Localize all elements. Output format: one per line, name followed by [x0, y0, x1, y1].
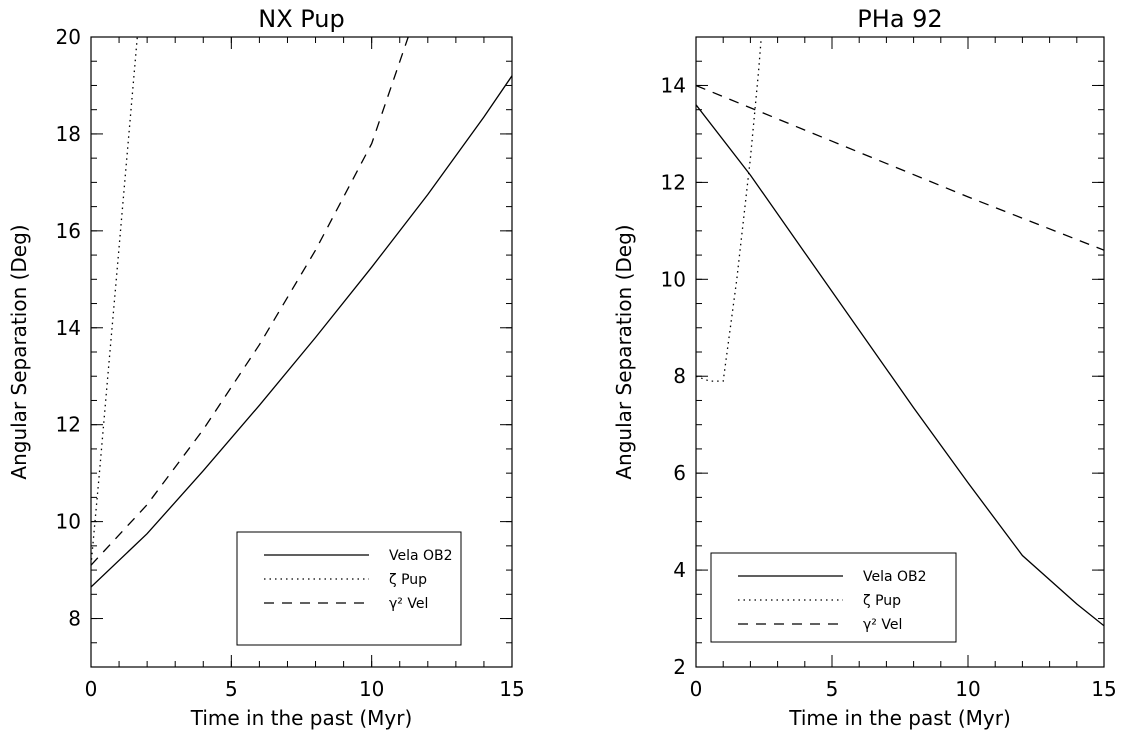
x-axis-label: Time in the past (Myr) — [190, 706, 413, 730]
legend-label: Vela OB2 — [863, 569, 927, 585]
y-tick-label: 16 — [56, 219, 81, 243]
series-line-dotted — [91, 37, 138, 566]
legend-box — [236, 531, 462, 646]
y-tick-label: 8 — [673, 364, 686, 388]
series-line-solid — [91, 75, 512, 588]
legend: Vela OB2 ζ Pup γ² Vel — [710, 552, 957, 643]
x-tick-label: 5 — [826, 677, 839, 701]
legend: Vela OB2 ζ Pup γ² Vel — [236, 531, 462, 646]
y-tick-label: 10 — [661, 267, 686, 291]
y-tick-label: 6 — [673, 461, 686, 485]
chart-panel-2: 0 5 10 15 2 4 6 8 10 12 14 PHa 92 Time in the past (… — [612, 5, 1117, 730]
legend-label: γ² Vel — [389, 596, 428, 612]
x-tick-label: 15 — [1091, 677, 1116, 701]
y-tick-label: 8 — [68, 607, 81, 631]
legend-label: ζ Pup — [863, 593, 901, 609]
legend-label: ζ Pup — [389, 572, 427, 588]
x-tick-label: 10 — [955, 677, 980, 701]
series-line-dashed — [91, 37, 409, 566]
y-tick-label: 14 — [661, 73, 686, 97]
x-axis-label: Time in the past (Myr) — [788, 706, 1011, 730]
y-tick-label: 2 — [673, 655, 686, 679]
chart-title: NX Pup — [258, 5, 345, 33]
y-axis-label: Angular Separation (Deg) — [612, 224, 636, 479]
x-tick-label: 15 — [499, 677, 524, 701]
series-line-dotted — [696, 37, 762, 382]
y-tick-label: 18 — [56, 122, 81, 146]
y-tick-label: 10 — [56, 510, 81, 534]
y-tick-label: 12 — [661, 170, 686, 194]
legend-box — [710, 552, 957, 643]
legend-label: γ² Vel — [863, 617, 902, 633]
y-tick-label: 12 — [56, 413, 81, 437]
series-line-solid — [696, 104, 1104, 627]
y-axis-label: Angular Separation (Deg) — [7, 224, 31, 479]
legend-label: Vela OB2 — [389, 548, 453, 564]
x-tick-label: 0 — [85, 677, 98, 701]
y-tick-label: 20 — [56, 25, 81, 49]
x-tick-label: 0 — [690, 677, 703, 701]
chart-title: PHa 92 — [857, 5, 942, 33]
chart-panel-1: 0 5 10 15 8 10 12 14 16 18 20 NX Pup Time in the pas… — [7, 5, 525, 730]
y-tick-label: 4 — [673, 558, 686, 582]
series-line-dashed — [696, 84, 1104, 251]
y-tick-label: 14 — [56, 316, 81, 340]
x-tick-label: 10 — [359, 677, 384, 701]
x-tick-label: 5 — [225, 677, 238, 701]
